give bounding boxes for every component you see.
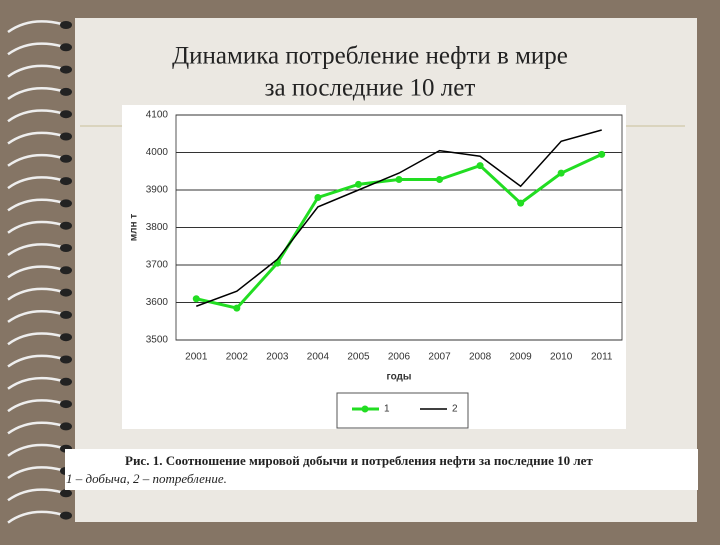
- spiral-hole: [60, 21, 72, 29]
- point-marker: [354, 180, 362, 188]
- point-marker: [598, 150, 606, 158]
- spiral-wire: [7, 131, 63, 145]
- spiral-wire: [7, 287, 63, 301]
- point-marker: [517, 199, 525, 207]
- spiral-hole: [60, 244, 72, 252]
- x-tick-label: 2002: [226, 352, 249, 363]
- spiral-hole: [60, 400, 72, 409]
- spiral-wire: [7, 310, 63, 323]
- spiral-hole: [60, 266, 72, 275]
- spiral-wire: [7, 243, 63, 257]
- x-tick-label: 2007: [428, 352, 451, 363]
- spiral-wire: [7, 488, 63, 502]
- y-axis-label: млн т: [129, 214, 140, 242]
- spiral-hole: [60, 377, 72, 386]
- spiral-hole: [60, 333, 72, 342]
- spiral-wire: [7, 354, 63, 368]
- point-marker: [314, 194, 322, 201]
- spiral-wire: [7, 421, 63, 435]
- chart-area: [122, 105, 626, 429]
- legend-label: 2: [452, 404, 458, 415]
- spiral-hole: [60, 511, 72, 520]
- caption-note: 1 – добыча, 2 – потребление.: [66, 471, 227, 486]
- legend-marker: [361, 405, 369, 413]
- title-line: Динамика потребление нефти в мире: [172, 43, 568, 70]
- caption: Рис. 1. Соотношение мировой добычи и пот…: [125, 453, 593, 468]
- spiral-wire: [7, 332, 63, 346]
- y-tick-label: 3800: [146, 222, 169, 233]
- caption-box: [65, 449, 698, 490]
- spiral-hole: [60, 43, 72, 52]
- x-tick-label: 2009: [510, 352, 533, 363]
- spiral-wire: [7, 443, 63, 457]
- spiral-hole: [60, 132, 72, 141]
- spiral-wire: [7, 220, 63, 234]
- x-axis-label: годы: [387, 372, 412, 383]
- x-tick-label: 2003: [266, 352, 289, 363]
- x-tick-label: 2005: [347, 352, 370, 363]
- spiral-hole: [60, 310, 72, 319]
- point-marker: [192, 295, 200, 303]
- spiral-hole: [60, 65, 72, 74]
- spiral-hole: [60, 87, 72, 96]
- x-tick-label: 2006: [388, 352, 411, 363]
- y-tick-label: 3600: [146, 297, 169, 308]
- y-tick-label: 3700: [146, 260, 169, 271]
- spiral-binding: [7, 20, 72, 524]
- spiral-hole: [60, 489, 72, 498]
- spiral-wire: [7, 87, 63, 100]
- spiral-hole: [60, 154, 72, 163]
- spiral-hole: [60, 110, 72, 119]
- x-tick-label: 2008: [469, 352, 492, 363]
- point-marker: [436, 176, 444, 183]
- point-marker: [233, 304, 241, 312]
- series-line: [196, 129, 602, 307]
- x-tick-label: 2001: [185, 352, 208, 363]
- spiral-wire: [7, 376, 63, 390]
- spiral-wire: [7, 510, 63, 524]
- spiral-wire: [7, 153, 63, 167]
- title-line: за последние 10 лет: [265, 75, 476, 102]
- spiral-wire: [7, 399, 63, 413]
- spiral-wire: [7, 20, 63, 34]
- spiral-wire: [7, 64, 63, 78]
- point-marker: [476, 162, 484, 170]
- spiral-wire: [7, 198, 63, 212]
- x-tick-label: 2011: [591, 352, 613, 363]
- spiral-hole: [60, 221, 72, 230]
- spiral-wire: [7, 265, 63, 279]
- spiral-wire: [7, 176, 63, 190]
- y-tick-label: 3900: [146, 185, 169, 196]
- x-tick-label: 2004: [307, 352, 330, 363]
- spiral-hole: [60, 355, 72, 364]
- y-tick-label: 4100: [146, 110, 169, 121]
- spiral-wire: [7, 42, 63, 56]
- point-marker: [557, 169, 565, 177]
- y-tick-label: 4000: [146, 147, 169, 158]
- spiral-wire: [7, 466, 63, 480]
- point-marker: [395, 176, 403, 183]
- y-tick-label: 3500: [146, 335, 169, 346]
- spiral-hole: [60, 177, 72, 186]
- spiral-hole: [60, 199, 72, 208]
- spiral-hole: [60, 422, 72, 431]
- spiral-wire: [7, 109, 63, 123]
- legend-label: 1: [384, 404, 390, 415]
- x-tick-label: 2010: [550, 352, 573, 363]
- spiral-hole: [60, 288, 72, 297]
